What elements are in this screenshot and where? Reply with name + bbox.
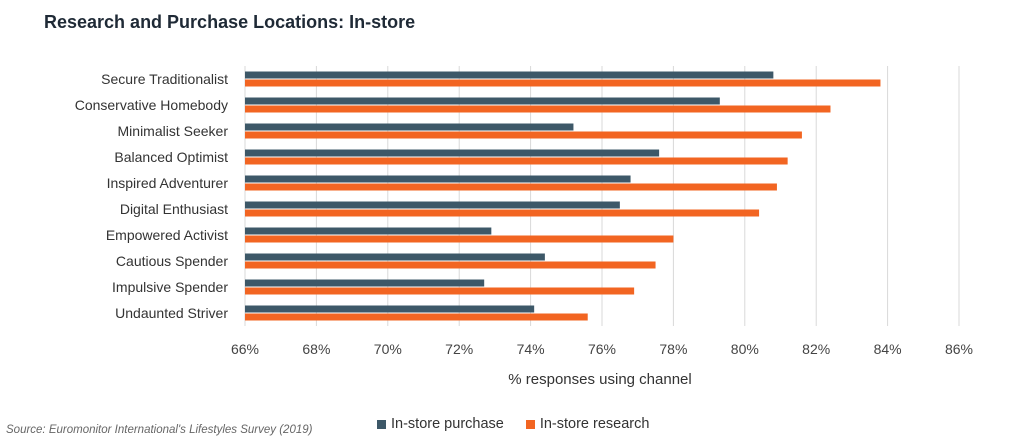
bar-in-store-research xyxy=(245,131,802,139)
x-tick-label: 86% xyxy=(945,341,973,357)
category-label: Conservative Homebody xyxy=(75,97,228,113)
category-label: Minimalist Seeker xyxy=(118,123,229,139)
chart-title: Research and Purchase Locations: In-stor… xyxy=(44,12,416,32)
legend-item-purchase: In-store purchase xyxy=(377,416,504,432)
bar-in-store-purchase xyxy=(245,279,485,287)
x-tick-label: 82% xyxy=(802,341,830,357)
bar-in-store-research xyxy=(245,157,788,165)
category-label: Digital Enthusiast xyxy=(120,201,228,217)
source-note: Source: Euromonitor International's Life… xyxy=(6,424,313,436)
bar-in-store-research xyxy=(245,287,635,295)
bar-in-store-purchase xyxy=(245,123,574,131)
bar-in-store-purchase xyxy=(245,175,631,183)
bars xyxy=(245,71,881,321)
bar-in-store-purchase xyxy=(245,97,720,105)
x-tick-label: 68% xyxy=(302,341,330,357)
bar-in-store-research xyxy=(245,261,656,269)
legend-swatch-research xyxy=(525,419,535,429)
bar-in-store-research xyxy=(245,105,831,113)
x-tick-label: 76% xyxy=(588,341,616,357)
bar-in-store-purchase xyxy=(245,71,774,79)
x-tick-label: 66% xyxy=(231,341,259,357)
legend-item-research: In-store research xyxy=(525,416,650,432)
legend: In-store purchase In-store research xyxy=(377,416,671,432)
bar-in-store-purchase xyxy=(245,201,620,209)
bar-in-store-research xyxy=(245,79,881,87)
x-tick-label: 74% xyxy=(517,341,545,357)
bar-in-store-research xyxy=(245,209,760,217)
x-tick-label: 80% xyxy=(731,341,759,357)
category-label: Undaunted Striver xyxy=(115,305,228,321)
category-label: Secure Traditionalist xyxy=(101,71,228,87)
bar-in-store-purchase xyxy=(245,227,492,235)
gridlines xyxy=(244,66,960,326)
x-tick-label: 70% xyxy=(374,341,402,357)
bar-in-store-research xyxy=(245,313,588,321)
legend-swatch-purchase xyxy=(377,419,386,429)
x-tick-label: 78% xyxy=(659,341,687,357)
x-tick-labels: 66% 68% 70% 72% 74% 76% 78% 80% 82% 84% 86% xyxy=(231,341,973,357)
category-labels: Secure Traditionalist Conservative Homebo… xyxy=(75,71,229,321)
bar-in-store-purchase xyxy=(245,149,660,157)
bar-in-store-research xyxy=(245,183,777,191)
legend-label-purchase: In-store purchase xyxy=(391,416,504,432)
category-label: Impulsive Spender xyxy=(112,279,228,295)
bar-in-store-purchase xyxy=(245,253,545,261)
x-axis-title: % responses using channel xyxy=(508,371,691,388)
category-label: Balanced Optimist xyxy=(114,149,228,165)
x-tick-label: 84% xyxy=(874,341,902,357)
category-label: Inspired Adventurer xyxy=(107,175,229,191)
legend-label-research: In-store research xyxy=(539,416,650,432)
category-label: Empowered Activist xyxy=(106,227,228,243)
x-tick-label: 72% xyxy=(445,341,473,357)
bar-in-store-purchase xyxy=(245,305,535,313)
category-label: Cautious Spender xyxy=(116,253,228,269)
bar-in-store-research xyxy=(245,235,674,243)
